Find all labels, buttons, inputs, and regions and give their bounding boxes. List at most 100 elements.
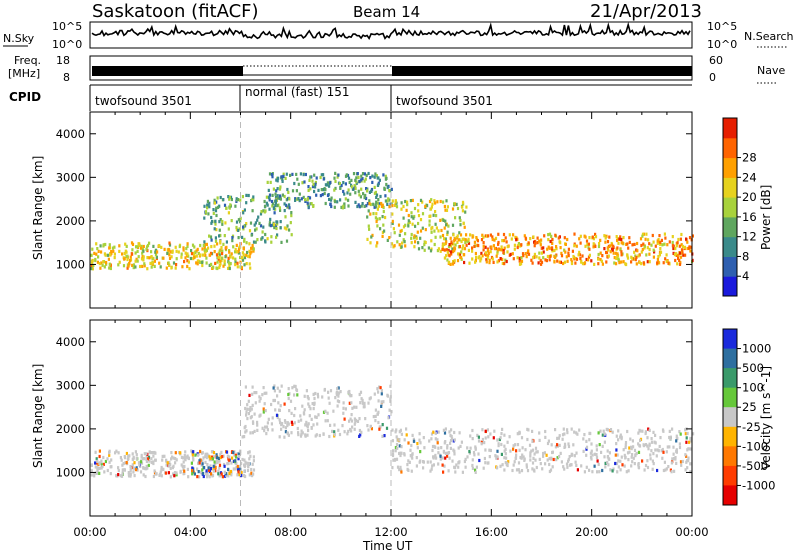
power-cell bbox=[273, 222, 276, 227]
velocity-cell bbox=[571, 453, 574, 457]
velocity-cell bbox=[276, 386, 279, 390]
power-cell bbox=[451, 247, 454, 251]
power-cell bbox=[390, 242, 394, 246]
power-cell bbox=[234, 247, 237, 252]
velocity-cell bbox=[94, 461, 97, 465]
velocity-cell bbox=[517, 461, 521, 465]
power-cell bbox=[563, 248, 566, 252]
power-cell bbox=[151, 261, 154, 265]
velocity-cell bbox=[562, 465, 565, 469]
velocity-cell bbox=[280, 427, 283, 431]
velocity-cell bbox=[263, 429, 266, 433]
power-cell bbox=[91, 267, 94, 271]
power-cell bbox=[441, 243, 445, 247]
velocity-cell bbox=[144, 474, 147, 479]
velocity-cell bbox=[684, 453, 687, 457]
velocity-cell bbox=[480, 442, 483, 446]
velocity-cell bbox=[588, 438, 591, 442]
power-cell bbox=[232, 245, 235, 249]
power-cell bbox=[481, 233, 484, 237]
power-cell bbox=[686, 240, 689, 244]
power-cell bbox=[127, 264, 130, 268]
power-cell bbox=[264, 204, 267, 208]
velocity-colorbar-label: Velocity [m s^-1] bbox=[759, 366, 773, 470]
power-cell bbox=[487, 234, 490, 238]
velocity-cell bbox=[343, 430, 346, 434]
velocity-cell bbox=[161, 458, 164, 462]
velocity-cell bbox=[687, 447, 690, 451]
power-cell bbox=[583, 261, 587, 265]
power-cell bbox=[123, 257, 126, 261]
power-cell bbox=[678, 244, 681, 248]
velocity-cell bbox=[378, 425, 381, 429]
power-cell bbox=[291, 189, 295, 193]
power-cell bbox=[357, 203, 360, 207]
power-cell bbox=[153, 259, 156, 263]
power-cell bbox=[404, 244, 407, 248]
velocity-cell bbox=[321, 395, 324, 399]
power-cell bbox=[565, 255, 568, 259]
power-cell bbox=[678, 262, 682, 266]
velocity-cell bbox=[536, 450, 539, 454]
power-colorbar-swatches bbox=[723, 118, 737, 297]
power-cell bbox=[374, 216, 377, 220]
power-cell bbox=[222, 198, 225, 202]
power-cell bbox=[578, 250, 581, 254]
power-cell bbox=[606, 246, 609, 250]
power-cell bbox=[607, 248, 610, 252]
velocity-cell bbox=[246, 468, 250, 473]
velocity-cell bbox=[624, 441, 628, 445]
power-cell bbox=[243, 224, 246, 228]
power-cell bbox=[245, 222, 248, 226]
power-cell bbox=[449, 236, 452, 240]
power-cell bbox=[516, 244, 519, 248]
power-cell bbox=[344, 197, 347, 201]
velocity-cell bbox=[350, 413, 353, 417]
velocity-cell bbox=[382, 400, 385, 404]
velocity-cell bbox=[518, 448, 521, 452]
station-title: Saskatoon (fitACF) bbox=[92, 1, 259, 22]
velocity-cell bbox=[652, 430, 655, 434]
velocity-cell bbox=[572, 443, 575, 447]
power-cell bbox=[117, 263, 120, 267]
velocity-cell bbox=[615, 434, 618, 438]
power-cell bbox=[486, 256, 489, 260]
velocity-cell bbox=[431, 448, 434, 453]
velocity-cell bbox=[493, 429, 496, 433]
velocity-cell bbox=[486, 428, 489, 432]
velocity-cell bbox=[484, 436, 487, 440]
velocity-cell bbox=[253, 412, 256, 416]
velocity-cell bbox=[247, 461, 250, 466]
velocity-cell bbox=[187, 456, 190, 460]
velocity-cell bbox=[265, 391, 268, 395]
velocity-cell bbox=[685, 436, 688, 440]
power-cell bbox=[652, 248, 655, 252]
velocity-cell bbox=[342, 401, 345, 405]
velocity-cell bbox=[395, 428, 398, 432]
velocity-cell bbox=[631, 453, 634, 457]
velocity-cell bbox=[218, 459, 221, 463]
velocity-cell bbox=[377, 390, 380, 394]
power-cell bbox=[370, 187, 374, 192]
noise-left-tick-top: 10^5 bbox=[52, 20, 82, 33]
power-cell bbox=[513, 243, 516, 247]
power-cell bbox=[206, 199, 209, 203]
power-cell bbox=[533, 252, 536, 256]
power-cell bbox=[219, 241, 222, 245]
power-cell bbox=[592, 245, 595, 249]
power-cell bbox=[431, 225, 434, 230]
power-cell bbox=[95, 242, 98, 246]
power-cell bbox=[118, 260, 121, 264]
velocity-cell bbox=[237, 470, 240, 474]
velocity-cell bbox=[377, 420, 380, 425]
velocity-cell bbox=[496, 466, 499, 470]
velocity-cell bbox=[394, 430, 397, 434]
velocity-cell bbox=[125, 451, 128, 456]
velocity-cell bbox=[279, 421, 282, 425]
power-cell bbox=[196, 262, 199, 266]
power-cell bbox=[186, 242, 189, 246]
power-cell bbox=[675, 253, 678, 257]
power-cell bbox=[219, 259, 222, 263]
power-cell bbox=[217, 255, 220, 259]
velocity-cell bbox=[95, 471, 99, 475]
